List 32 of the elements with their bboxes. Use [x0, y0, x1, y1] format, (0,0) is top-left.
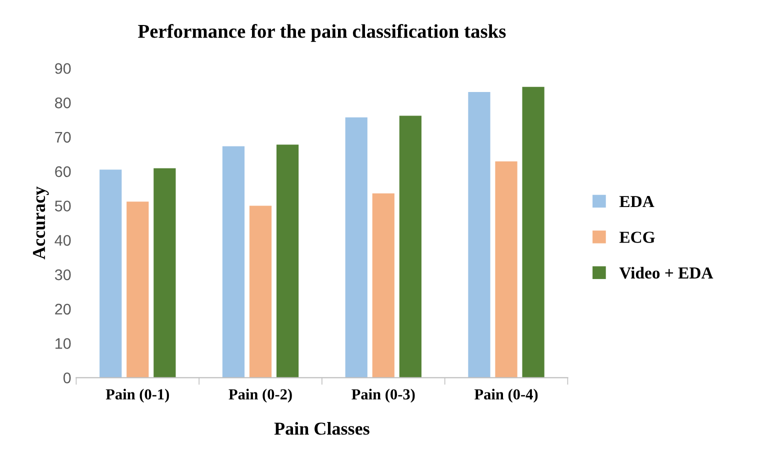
- bar: [126, 202, 149, 378]
- y-axis-title: Accuracy: [32, 186, 49, 260]
- bar: [495, 161, 518, 378]
- bar: [522, 86, 544, 378]
- bar: [276, 144, 299, 378]
- x-tick-label: Pain (0-1): [106, 388, 170, 403]
- y-tick-label: 20: [55, 304, 71, 315]
- legend-label: Video + EDA: [619, 266, 714, 279]
- y-tick-label: 30: [54, 269, 71, 280]
- y-tick-label: 60: [55, 166, 71, 178]
- bar: [154, 168, 176, 378]
- bar: [372, 193, 394, 378]
- bar: [345, 117, 368, 378]
- bar: [399, 116, 422, 378]
- y-tick-label: 90: [55, 63, 71, 74]
- y-tick-label: 70: [55, 132, 71, 143]
- bar: [249, 206, 272, 378]
- x-tick-label: Pain (0-2): [228, 388, 292, 403]
- y-tick-label: 40: [54, 235, 71, 246]
- y-tick-label: 0: [63, 372, 71, 384]
- bar: [468, 92, 490, 378]
- legend-label: EDA: [619, 196, 654, 208]
- x-tick-label: Pain (0-3): [352, 388, 415, 403]
- bar: [222, 146, 245, 378]
- x-axis-title: Pain Classes: [274, 422, 370, 435]
- bar: [100, 170, 122, 378]
- chart-title: Performance for the pain classification tasks: [138, 24, 506, 42]
- x-tick-label: Pain (0-4): [474, 388, 538, 403]
- legend-label: ECG: [619, 232, 655, 243]
- y-tick-label: 10: [56, 338, 71, 349]
- y-tick-label: 80: [55, 97, 71, 108]
- y-tick-label: 50: [54, 200, 71, 212]
